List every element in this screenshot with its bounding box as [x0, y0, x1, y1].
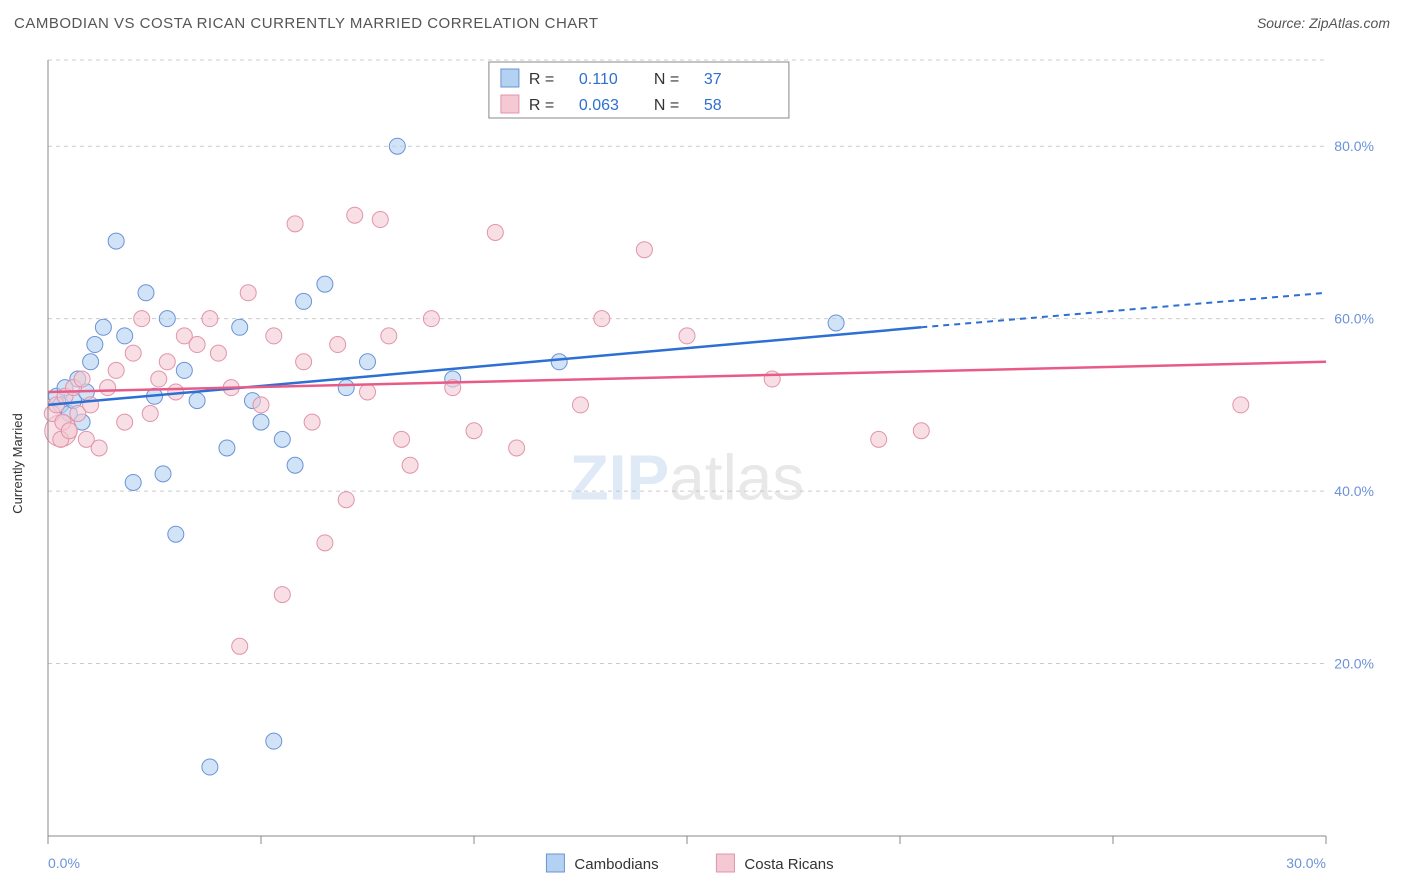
scatter-point: [360, 384, 376, 400]
scatter-point: [210, 345, 226, 361]
legend-swatch: [501, 69, 519, 87]
legend-n-label: N =: [654, 97, 679, 114]
chart-header: CAMBODIAN VS COSTA RICAN CURRENTLY MARRI…: [0, 0, 1406, 44]
y-tick-label: 60.0%: [1334, 311, 1374, 327]
scatter-point: [871, 431, 887, 447]
scatter-point: [168, 526, 184, 542]
scatter-point: [108, 233, 124, 249]
scatter-point: [1233, 397, 1249, 413]
legend-r-label: R =: [529, 71, 554, 88]
scatter-point: [151, 371, 167, 387]
scatter-point: [338, 380, 354, 396]
legend-r-label: R =: [529, 97, 554, 114]
scatter-point: [636, 242, 652, 258]
scatter-point: [573, 397, 589, 413]
scatter-point: [389, 138, 405, 154]
scatter-point: [466, 423, 482, 439]
legend-swatch: [501, 95, 519, 113]
scatter-point: [317, 276, 333, 292]
chart-source: Source: ZipAtlas.com: [1257, 15, 1390, 31]
scatter-point: [296, 354, 312, 370]
trend-line: [48, 362, 1326, 392]
scatter-point: [594, 311, 610, 327]
scatter-point: [764, 371, 780, 387]
scatter-point: [202, 311, 218, 327]
scatter-point: [134, 311, 150, 327]
scatter-point: [240, 285, 256, 301]
x-tick-label: 30.0%: [1286, 855, 1326, 871]
scatter-point: [287, 216, 303, 232]
trend-line-ext: [921, 293, 1326, 327]
scatter-point: [330, 337, 346, 353]
legend-n-label: N =: [654, 71, 679, 88]
scatter-point: [61, 423, 77, 439]
legend-series-label: Costa Ricans: [744, 856, 833, 873]
scatter-point: [87, 337, 103, 353]
y-tick-label: 80.0%: [1334, 138, 1374, 154]
scatter-point: [100, 380, 116, 396]
chart-title: CAMBODIAN VS COSTA RICAN CURRENTLY MARRI…: [14, 15, 599, 32]
scatter-point: [232, 638, 248, 654]
scatter-point: [155, 466, 171, 482]
scatter-point: [266, 733, 282, 749]
legend-r-value: 0.110: [579, 71, 618, 88]
scatter-point: [913, 423, 929, 439]
scatter-point: [138, 285, 154, 301]
scatter-point: [509, 440, 525, 456]
y-tick-label: 40.0%: [1334, 483, 1374, 499]
scatter-point: [266, 328, 282, 344]
scatter-point: [360, 354, 376, 370]
scatter-point: [189, 393, 205, 409]
scatter-point: [189, 337, 205, 353]
scatter-point: [394, 431, 410, 447]
legend-n-value: 58: [704, 97, 722, 114]
scatter-point: [274, 587, 290, 603]
watermark: ZIPatlas: [570, 442, 805, 514]
scatter-point: [338, 492, 354, 508]
legend-swatch: [546, 854, 564, 872]
chart-container: ZIPatlas 0.0% 30.0% 20.0% 40.0% 60.0% 80.0% Cur…: [0, 44, 1406, 892]
scatter-point: [304, 414, 320, 430]
scatter-point: [296, 293, 312, 309]
scatter-point: [117, 414, 133, 430]
x-tick-label: 0.0%: [48, 855, 80, 871]
scatter-point: [117, 328, 133, 344]
scatter-point: [253, 414, 269, 430]
scatter-point: [274, 431, 290, 447]
scatter-point: [232, 319, 248, 335]
legend-series-label: Cambodians: [574, 856, 658, 873]
scatter-point: [142, 406, 158, 422]
scatter-point: [125, 345, 141, 361]
scatter-point: [159, 354, 175, 370]
y-tick-label: 20.0%: [1334, 656, 1374, 672]
scatter-point: [219, 440, 235, 456]
scatter-point: [347, 207, 363, 223]
scatter-point: [176, 362, 192, 378]
scatter-point: [679, 328, 695, 344]
scatter-point: [423, 311, 439, 327]
scatter-point: [202, 759, 218, 775]
scatter-point: [317, 535, 333, 551]
scatter-point: [95, 319, 111, 335]
scatter-point: [83, 397, 99, 413]
scatter-point: [91, 440, 107, 456]
scatter-point: [828, 315, 844, 331]
chart-svg: ZIPatlas 0.0% 30.0% 20.0% 40.0% 60.0% 80.0% Cur…: [0, 44, 1406, 892]
scatter-point: [487, 224, 503, 240]
scatter-point: [372, 212, 388, 228]
scatter-point: [83, 354, 99, 370]
scatter-point: [287, 457, 303, 473]
scatter-point: [74, 371, 90, 387]
scatter-point: [108, 362, 124, 378]
legend-swatch: [716, 854, 734, 872]
scatter-point: [551, 354, 567, 370]
legend-n-value: 37: [704, 71, 722, 88]
scatter-point: [125, 474, 141, 490]
legend-r-value: 0.063: [579, 97, 619, 114]
scatter-point: [253, 397, 269, 413]
scatter-point: [381, 328, 397, 344]
scatter-point: [402, 457, 418, 473]
y-axis-label: Currently Married: [10, 413, 25, 513]
scatter-point: [159, 311, 175, 327]
